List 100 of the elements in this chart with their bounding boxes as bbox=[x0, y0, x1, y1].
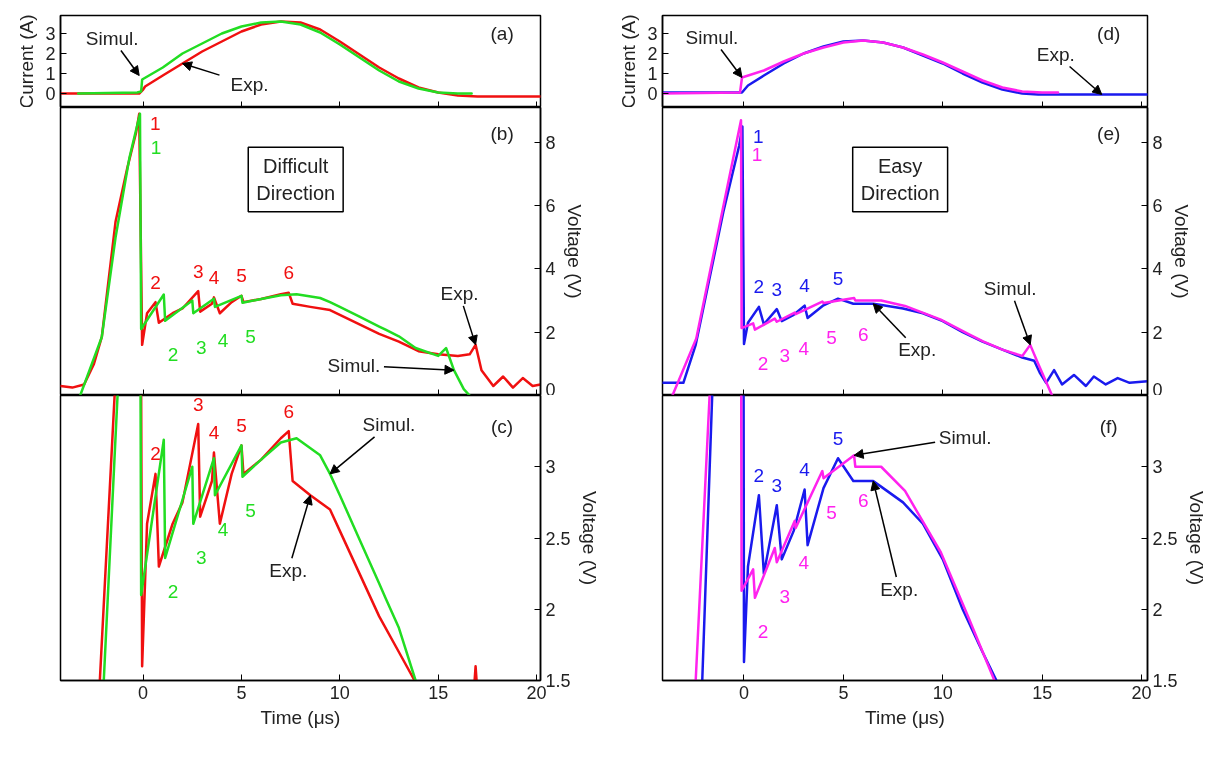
annotation: Exp. bbox=[1036, 44, 1075, 65]
annotation: 3 bbox=[779, 585, 791, 607]
annotation: 3 bbox=[779, 345, 791, 367]
annotation: Exp. bbox=[230, 74, 269, 95]
annotation: 5 bbox=[236, 265, 247, 287]
y-tick-label: 3 bbox=[545, 457, 556, 478]
y-axis-title: Current (A) bbox=[16, 14, 38, 109]
annotation: (f) bbox=[1099, 416, 1118, 438]
x-tick-label: 0 bbox=[138, 682, 149, 703]
annotation: 2 bbox=[167, 581, 179, 603]
y-tick-label: 3 bbox=[45, 24, 56, 44]
y-tick-label: 6 bbox=[545, 196, 556, 217]
y-tick-label: 1 bbox=[45, 64, 56, 84]
annotation: 5 bbox=[826, 501, 837, 523]
y-axis-title: Voltage (V) bbox=[1185, 491, 1207, 585]
y-axis-title: Voltage (V) bbox=[578, 491, 600, 585]
y-tick-label: 1.5 bbox=[1152, 671, 1178, 691]
annotation: (e) bbox=[1097, 122, 1121, 144]
x-tick-label: 10 bbox=[932, 682, 953, 703]
annotation: 5 bbox=[245, 500, 256, 522]
y-tick-label: 2 bbox=[1152, 322, 1163, 343]
annotation: 4 bbox=[208, 266, 220, 288]
y-tick-label: 2 bbox=[545, 322, 556, 343]
x-tick-label: 15 bbox=[1032, 682, 1053, 703]
x-axis-title: Time (μs) bbox=[260, 706, 341, 728]
annotation: Simul. bbox=[362, 414, 416, 436]
annotation: 6 bbox=[858, 324, 869, 346]
annotation: 2 bbox=[150, 443, 161, 465]
y-tick-label: 0 bbox=[545, 379, 556, 400]
y-tick-label: 8 bbox=[1152, 132, 1163, 153]
annotation: (b) bbox=[490, 122, 514, 144]
y-axis-title: Current (A) bbox=[618, 14, 640, 109]
line-series bbox=[671, 118, 1054, 395]
annotation: Simul. bbox=[327, 354, 381, 376]
annotation: 2 bbox=[753, 464, 765, 486]
x-tick-label: 20 bbox=[1131, 682, 1152, 703]
y-tick-label: 1 bbox=[647, 64, 658, 84]
annotation: 3 bbox=[771, 278, 783, 300]
annotation: 5 bbox=[832, 268, 844, 290]
y-tick-label: 0 bbox=[647, 84, 658, 104]
annotation: (d) bbox=[1097, 23, 1121, 45]
annotation: 2 bbox=[150, 271, 161, 293]
annotation: 4 bbox=[208, 422, 220, 443]
annotation: Simul. bbox=[983, 278, 1037, 300]
y-tick-label: 3 bbox=[647, 24, 658, 44]
annotation: Difficult Direction bbox=[256, 155, 336, 204]
y-tick-label: 0 bbox=[1152, 379, 1163, 400]
annotation: Simul. bbox=[685, 27, 739, 48]
y-axis-title: Voltage (V) bbox=[563, 204, 585, 299]
x-tick-label: 0 bbox=[738, 682, 750, 703]
y-tick-label: 2.5 bbox=[545, 528, 571, 549]
annotation: 3 bbox=[771, 474, 783, 496]
y-tick-label: 4 bbox=[545, 259, 556, 280]
annotation: 2 bbox=[753, 276, 765, 298]
line-series bbox=[76, 20, 473, 95]
y-tick-label: 2 bbox=[45, 44, 56, 64]
y-tick-label: 6 bbox=[1152, 196, 1163, 217]
y-tick-label: 2 bbox=[545, 599, 556, 620]
annotation: 5 bbox=[826, 326, 837, 348]
y-tick-label: 8 bbox=[545, 132, 556, 153]
annotation: 1 bbox=[150, 137, 162, 159]
annotation: 1 bbox=[149, 113, 161, 135]
annotation: (c) bbox=[491, 416, 514, 438]
y-tick-label: 3 bbox=[1152, 457, 1163, 478]
annotation: Exp. bbox=[440, 283, 479, 305]
annotation: Exp. bbox=[898, 339, 937, 361]
annotation: Exp. bbox=[880, 578, 919, 600]
annotation: (a) bbox=[490, 23, 514, 45]
y-tick-label: 4 bbox=[1152, 259, 1163, 280]
annotation: 4 bbox=[798, 337, 810, 359]
y-tick-label: 1.5 bbox=[545, 671, 571, 691]
x-tick-label: 15 bbox=[428, 682, 449, 703]
x-axis-title: Time (μs) bbox=[865, 706, 945, 728]
annotation: 6 bbox=[283, 400, 294, 422]
annotation: Simul. bbox=[85, 28, 139, 49]
annotation: 4 bbox=[799, 459, 811, 481]
annotation: 2 bbox=[757, 353, 769, 375]
x-tick-label: 10 bbox=[329, 682, 350, 703]
y-tick-label: 0 bbox=[45, 84, 56, 104]
x-tick-label: 5 bbox=[838, 682, 849, 703]
annotation: 4 bbox=[798, 551, 810, 573]
y-tick-label: 2.5 bbox=[1152, 528, 1178, 549]
annotation: 3 bbox=[196, 547, 207, 569]
annotation: 3 bbox=[196, 336, 207, 358]
annotation: Easy Direction bbox=[860, 155, 940, 204]
annotation: 3 bbox=[192, 260, 204, 282]
annotation: 5 bbox=[236, 414, 247, 436]
annotation: 6 bbox=[283, 262, 294, 284]
annotation: Simul. bbox=[938, 426, 992, 448]
annotation: 5 bbox=[832, 427, 844, 449]
annotation: 4 bbox=[217, 330, 229, 352]
y-tick-label: 2 bbox=[647, 44, 658, 64]
x-tick-label: 20 bbox=[526, 682, 547, 703]
annotation: 4 bbox=[217, 518, 229, 540]
y-tick-label: 2 bbox=[1152, 599, 1163, 620]
y-axis-title: Voltage (V) bbox=[1170, 204, 1192, 299]
x-tick-label: 5 bbox=[236, 682, 247, 703]
annotation: 2 bbox=[167, 344, 179, 366]
annotation: 6 bbox=[858, 490, 869, 512]
annotation: 4 bbox=[799, 275, 811, 297]
